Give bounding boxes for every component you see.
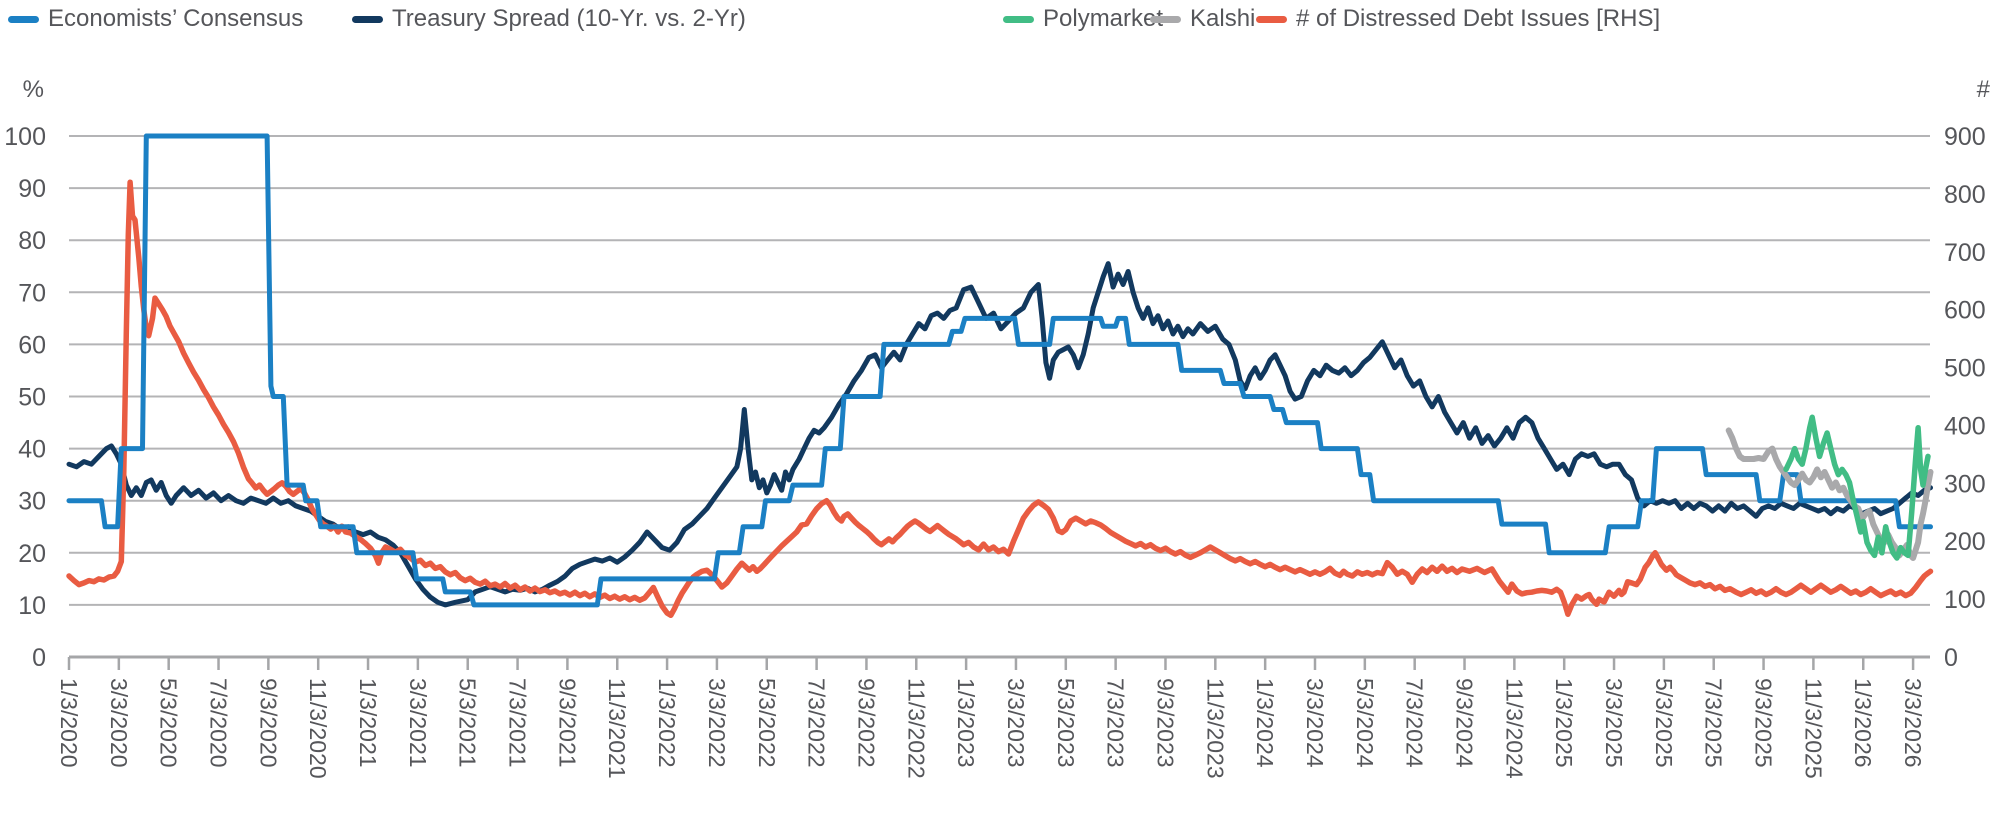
- y-axis-label-left: 80: [18, 227, 46, 255]
- x-axis-label: 7/3/2024: [1402, 678, 1428, 768]
- x-axis-label: 1/3/2024: [1252, 678, 1278, 768]
- x-axis-label: 9/3/2023: [1152, 678, 1178, 768]
- legend-swatch-icon: [8, 15, 39, 23]
- x-axis-label: 9/3/2021: [554, 678, 580, 768]
- legend-swatch-icon: [1150, 15, 1181, 23]
- y-axis-label-right: 500: [1944, 355, 1986, 383]
- x-axis-label: 3/3/2020: [106, 678, 132, 768]
- legend-item-distressed-debt: # of Distressed Debt Issues [RHS]: [1256, 4, 1660, 34]
- y-axis-label-left: 30: [18, 488, 46, 516]
- x-axis-label: 3/3/2025: [1601, 678, 1627, 768]
- legend-label: # of Distressed Debt Issues [RHS]: [1296, 5, 1661, 32]
- x-axis-label: 7/3/2025: [1701, 678, 1727, 768]
- y-axis-label-right: 400: [1944, 412, 1986, 440]
- x-axis-label: 11/3/2025: [1800, 678, 1826, 779]
- x-axis-label: 3/3/2023: [1003, 678, 1029, 768]
- y-axis-label-right: 900: [1944, 123, 1986, 151]
- x-axis-label: 7/3/2023: [1103, 678, 1129, 768]
- x-axis-label: 1/3/2020: [56, 678, 82, 768]
- y-axis-label-left: 70: [18, 279, 46, 307]
- x-axis-label: 1/3/2026: [1850, 678, 1876, 768]
- legend-swatch-icon: [1003, 15, 1034, 23]
- y-axis-label-left: 10: [18, 592, 46, 620]
- y-axis-label-left: 50: [18, 384, 46, 412]
- y-axis-label-left: 0: [32, 644, 46, 672]
- legend-swatch-icon: [352, 15, 383, 23]
- y-axis-label-right: 800: [1944, 181, 1986, 209]
- legend-label: Kalshi: [1190, 5, 1256, 32]
- x-axis-label: 11/3/2020: [305, 678, 331, 779]
- y-axis-label-left: 60: [18, 331, 46, 359]
- legend-label: Treasury Spread (10-Yr. vs. 2-Yr): [392, 5, 746, 32]
- legend-item-kalshi: Kalshi: [1150, 4, 1255, 34]
- x-axis-label: 3/3/2021: [405, 678, 431, 768]
- legend-swatch-icon: [1256, 15, 1287, 23]
- x-axis-label: 3/3/2022: [704, 678, 730, 768]
- x-axis-label: 9/3/2024: [1452, 678, 1478, 768]
- y-axis-label-left: 100: [4, 123, 46, 151]
- x-axis-label: 1/3/2023: [953, 678, 979, 768]
- x-axis-label: 11/3/2023: [1202, 678, 1228, 779]
- legend-label: Polymarket: [1043, 5, 1164, 32]
- x-axis-label: 11/3/2022: [903, 678, 929, 779]
- legend-item-polymarket: Polymarket: [1003, 4, 1163, 34]
- y-axis-label-right: 300: [1944, 470, 1986, 498]
- x-axis-label: 7/3/2021: [505, 678, 531, 768]
- y-axis-label-left: 20: [18, 540, 46, 568]
- series-line-distressed-debt: [66, 179, 1934, 619]
- x-axis-label: 5/3/2022: [754, 678, 780, 768]
- y-axis-label-right: 600: [1944, 297, 1986, 325]
- chart-legend: Economists’ Consensus Treasury Spread (1…: [0, 4, 2000, 36]
- x-axis-label: 1/3/2022: [654, 678, 680, 768]
- x-axis-label: 3/3/2026: [1900, 678, 1926, 768]
- series-line-economists-consensus: [66, 133, 1933, 608]
- legend-item-economists-consensus: Economists’ Consensus: [8, 4, 303, 34]
- y-axis-label-right: 200: [1944, 528, 1986, 556]
- x-axis-label: 7/3/2022: [804, 678, 830, 768]
- y-axis-unit-left: %: [23, 76, 44, 103]
- x-axis-label: 7/3/2020: [206, 678, 232, 768]
- x-axis-label: 5/3/2020: [156, 678, 182, 768]
- x-axis-label: 5/3/2023: [1053, 678, 1079, 768]
- x-axis-label: 5/3/2024: [1352, 678, 1378, 768]
- x-axis-label: 5/3/2021: [455, 678, 481, 768]
- x-axis-label: 1/3/2025: [1551, 678, 1577, 768]
- x-axis-label: 11/3/2021: [604, 678, 630, 779]
- series-line-polymarket: [1783, 414, 1931, 561]
- x-axis-label: 3/3/2024: [1302, 678, 1328, 768]
- y-axis-label-right: 700: [1944, 239, 1986, 267]
- y-axis-label-left: 90: [18, 175, 46, 203]
- series-line-treasury-spread: [66, 261, 1933, 608]
- legend-item-treasury-spread: Treasury Spread (10-Yr. vs. 2-Yr): [352, 4, 746, 34]
- x-axis-label: 1/3/2021: [355, 678, 381, 768]
- x-axis-label: 9/3/2025: [1751, 678, 1777, 768]
- x-axis-label: 9/3/2020: [255, 678, 281, 768]
- y-axis-unit-right: #: [1977, 76, 1991, 103]
- x-axis-label: 5/3/2025: [1651, 678, 1677, 768]
- y-axis-label-right: 100: [1944, 586, 1986, 614]
- y-axis-label-right: 0: [1944, 644, 1958, 672]
- x-axis-label: 11/3/2024: [1501, 678, 1527, 779]
- y-axis-label-left: 40: [18, 436, 46, 464]
- x-axis-label: 9/3/2022: [853, 678, 879, 768]
- legend-label: Economists’ Consensus: [48, 5, 304, 32]
